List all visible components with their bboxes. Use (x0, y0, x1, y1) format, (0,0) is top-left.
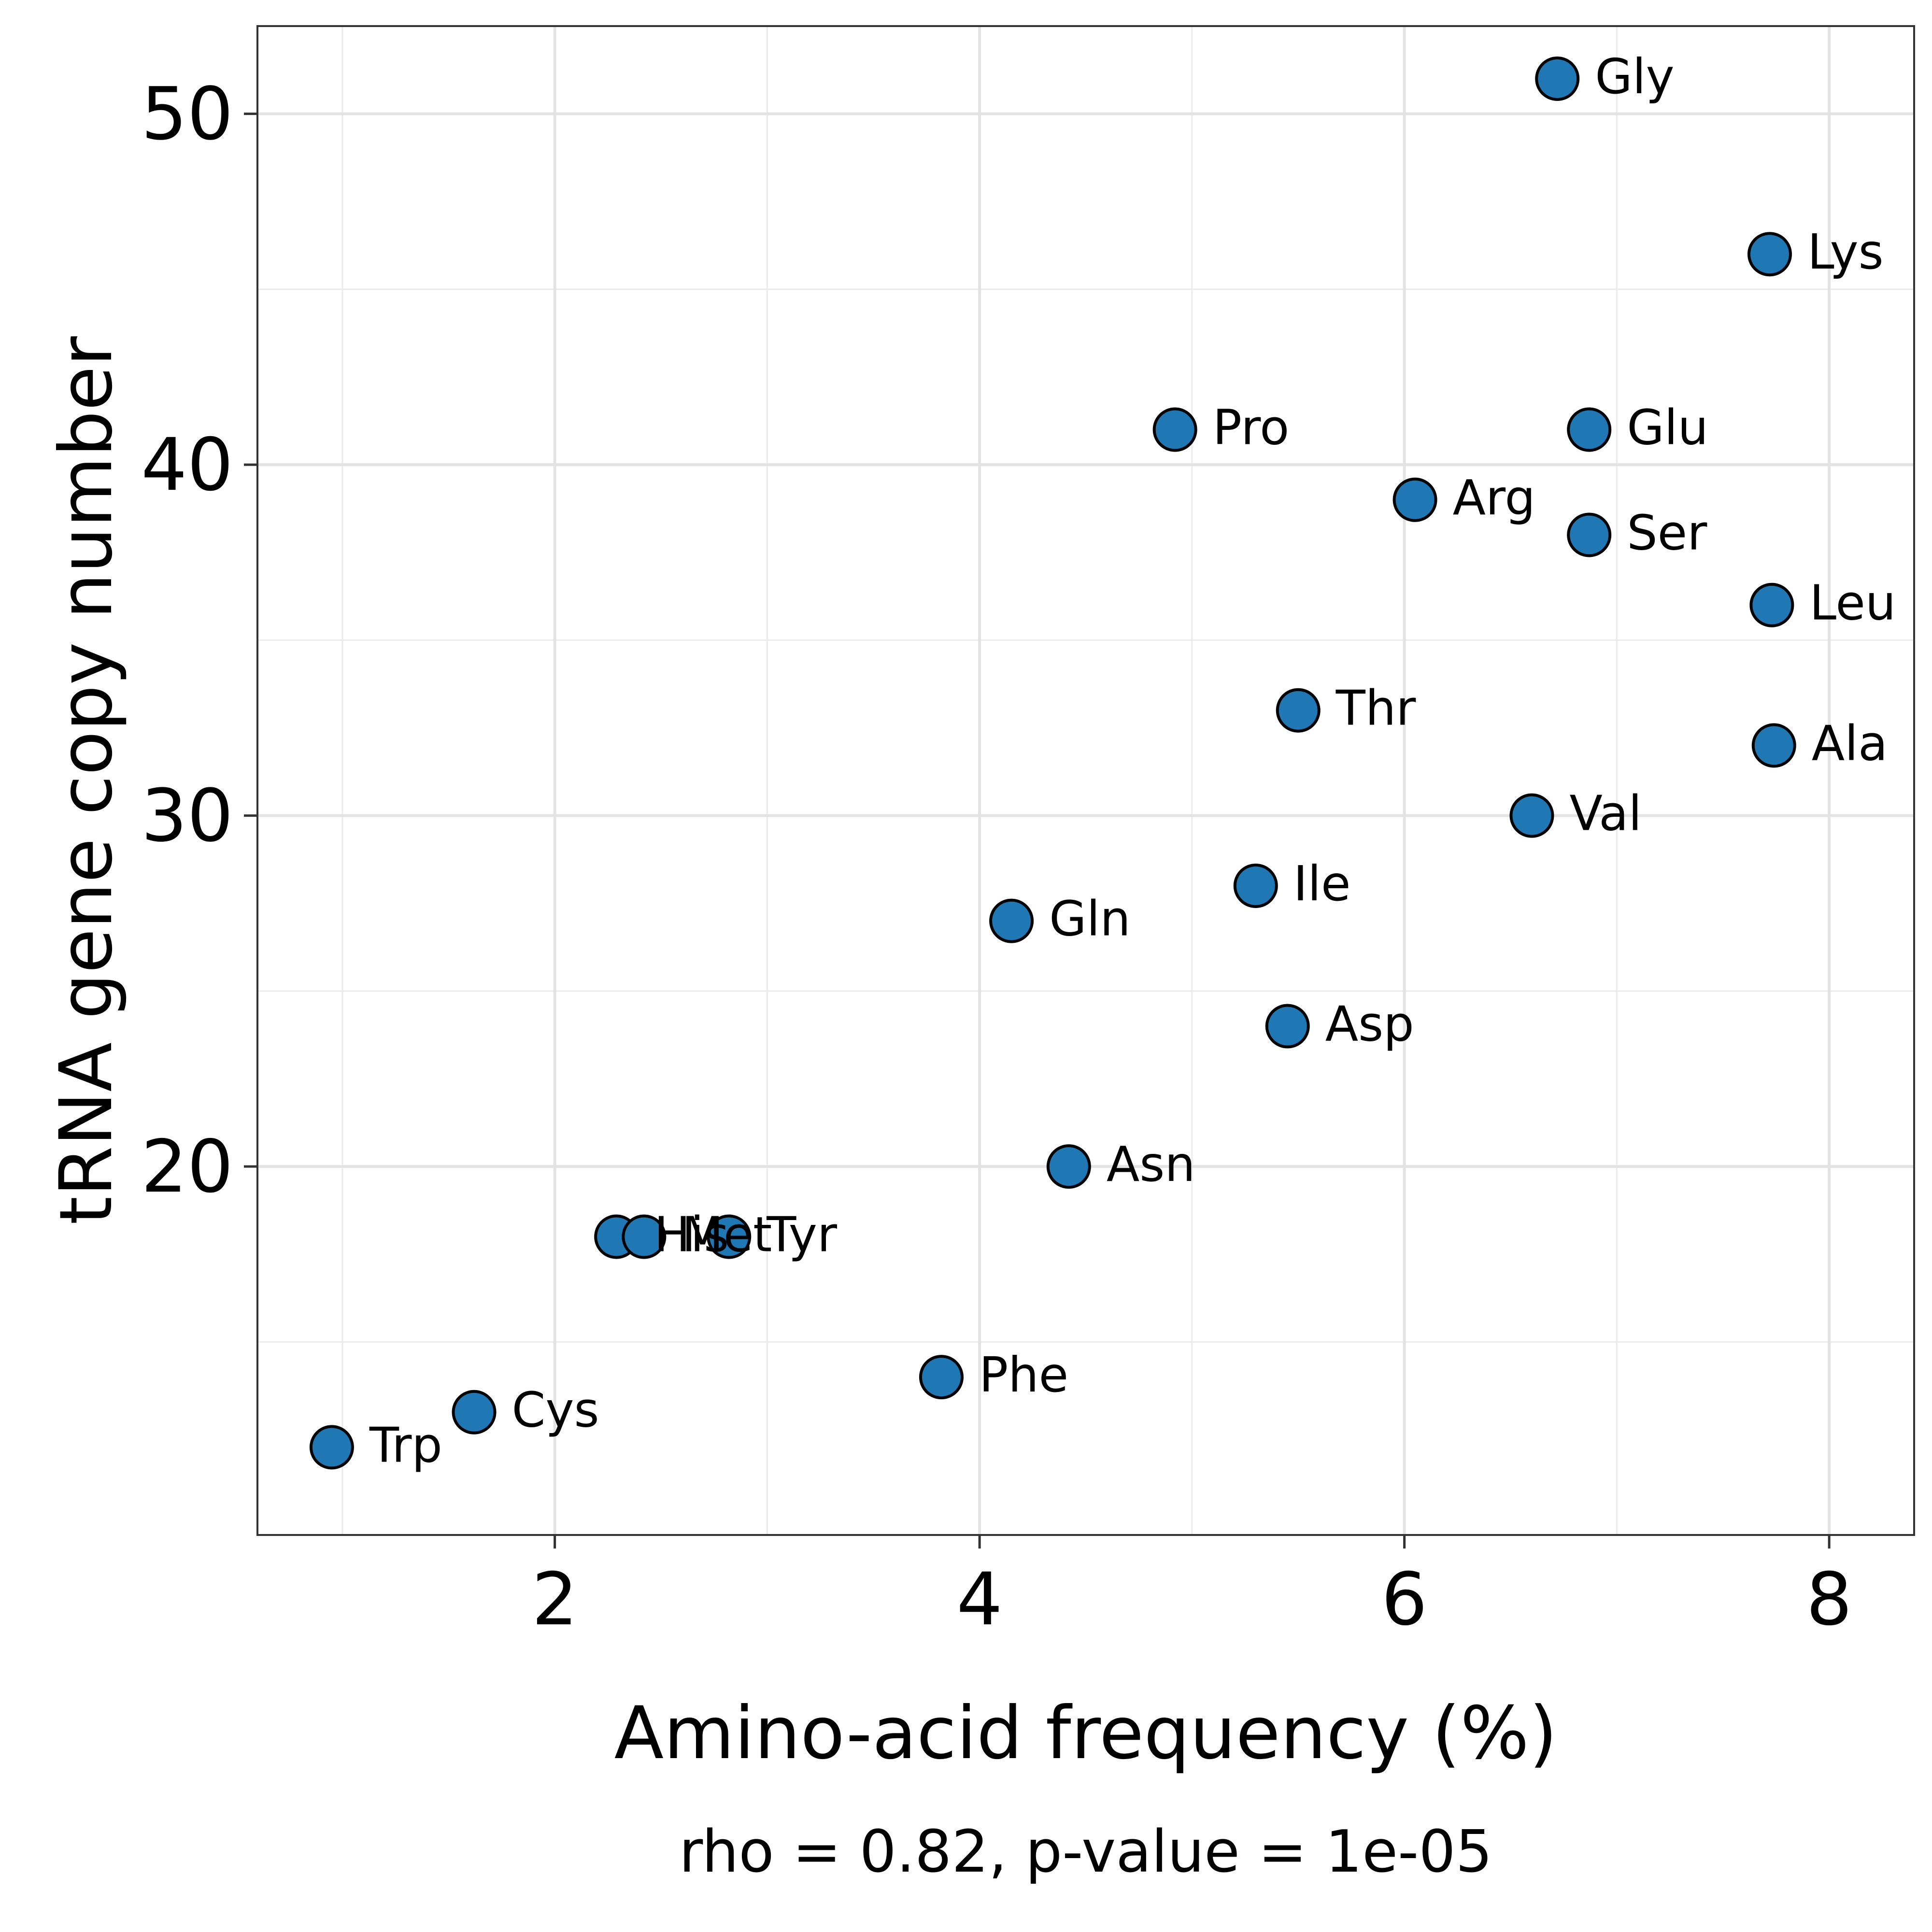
point-label: Ile (1293, 855, 1351, 912)
data-point (707, 1214, 752, 1259)
data-point (1152, 407, 1197, 452)
data-point (309, 1425, 354, 1470)
y-tick-label: 30 (141, 774, 233, 858)
data-point (1276, 688, 1321, 733)
correlation-caption: rho = 0.82, p-value = 1e-05 (679, 1818, 1492, 1886)
data-point (1751, 723, 1796, 768)
x-tick-label: 8 (1806, 1558, 1852, 1642)
y-tick-label: 20 (141, 1125, 233, 1209)
plot-panel-border (256, 25, 1915, 1536)
y-axis-title: tRNA gene copy number (44, 336, 128, 1225)
point-label: His (654, 1206, 729, 1263)
major-gridlines (257, 26, 1914, 1535)
data-point (1509, 793, 1554, 838)
point-label: Gln (1049, 891, 1131, 947)
x-tick-label: 4 (956, 1558, 1002, 1642)
data-point (1535, 56, 1580, 101)
data-point (1749, 582, 1794, 627)
point-labels: Gly Lys Pro Glu Arg Ser Leu Thr Ala Val Ile Gln Asp A… (369, 48, 1896, 1473)
point-label: Ser (1627, 504, 1707, 561)
point-label: Leu (1809, 575, 1896, 631)
point-label: Arg (1453, 469, 1535, 526)
point-label: Lys (1807, 224, 1884, 280)
point-label: Val (1569, 785, 1642, 842)
data-point (919, 1355, 964, 1400)
point-label: Gly (1595, 48, 1674, 105)
data-points (309, 56, 1796, 1470)
data-point (1392, 477, 1437, 522)
data-point (1046, 1144, 1091, 1189)
data-point (452, 1390, 497, 1435)
point-label: Asp (1325, 996, 1414, 1052)
data-point (1747, 232, 1792, 277)
point-label: Cys (512, 1382, 599, 1438)
point-label: Met (682, 1206, 772, 1263)
y-tick-label: 50 (141, 72, 233, 156)
data-point (1567, 407, 1612, 452)
y-tick-label: 40 (141, 423, 233, 507)
point-label: Asn (1107, 1136, 1195, 1193)
x-tick-label: 6 (1381, 1558, 1427, 1642)
x-axis-title: Amino-acid frequency (%) (614, 1691, 1558, 1776)
data-point (1567, 512, 1612, 557)
point-label: Trp (369, 1417, 442, 1473)
point-label: Tyr (766, 1206, 838, 1263)
x-tick-label: 2 (532, 1558, 578, 1642)
point-label: Phe (979, 1347, 1068, 1403)
data-point (622, 1214, 667, 1259)
point-label: Thr (1335, 680, 1416, 737)
point-label: Pro (1213, 399, 1290, 455)
minor-gridlines (257, 26, 1914, 1535)
point-label: Glu (1627, 399, 1708, 455)
data-point (989, 898, 1034, 943)
data-point (1265, 1004, 1310, 1049)
data-point (1233, 863, 1278, 908)
point-label: Ala (1812, 715, 1888, 771)
axis-ticks: 2 4 6 8 20 30 40 50 (141, 72, 1852, 1642)
